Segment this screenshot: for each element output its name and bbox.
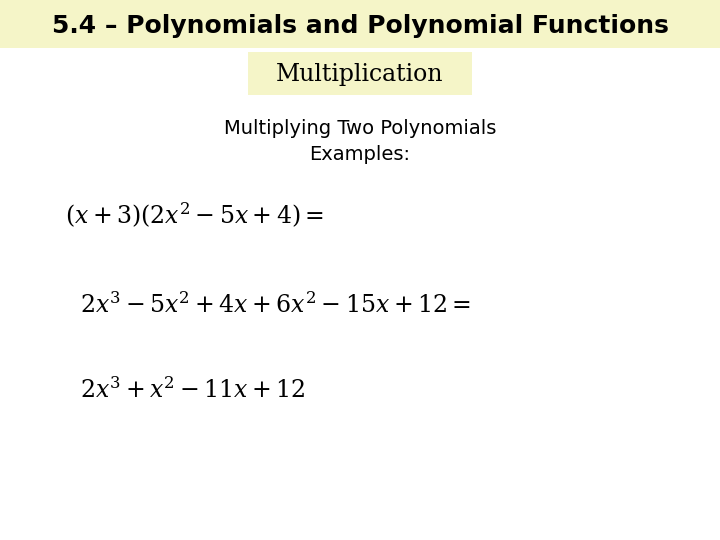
Bar (248, 52, 472, 95)
Text: $2x^3-5x^2+4x+6x^2-15x +12 =$: $2x^3-5x^2+4x+6x^2-15x +12 =$ (80, 292, 471, 318)
Text: Examples:: Examples: (310, 145, 410, 165)
Text: $2x^3+x^2-11x +12$: $2x^3+x^2-11x +12$ (80, 377, 305, 403)
Text: Multiplication: Multiplication (276, 63, 444, 85)
Bar (0, 0, 720, 48)
Text: Multiplying Two Polynomials: Multiplying Two Polynomials (224, 118, 496, 138)
Text: $(x+3)(2x^2-5x+4)=$: $(x+3)(2x^2-5x+4)=$ (65, 200, 324, 230)
Text: 5.4 – Polynomials and Polynomial Functions: 5.4 – Polynomials and Polynomial Functio… (52, 14, 668, 38)
